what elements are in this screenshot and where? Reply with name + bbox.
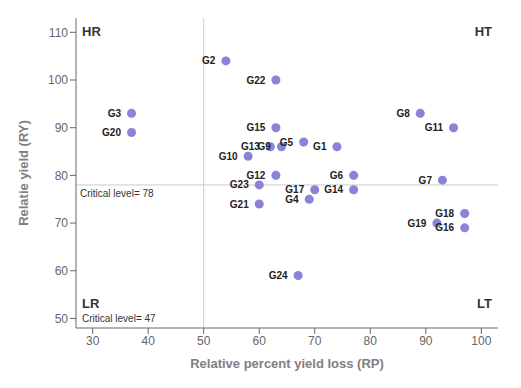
svg-text:G5: G5	[280, 137, 294, 148]
svg-text:Relative percent yield loss (R: Relative percent yield loss (RP)	[190, 356, 384, 371]
svg-text:90: 90	[55, 121, 69, 135]
svg-text:G3: G3	[108, 108, 122, 119]
svg-text:60: 60	[253, 334, 267, 348]
svg-text:G1: G1	[313, 141, 327, 152]
svg-text:30: 30	[86, 334, 100, 348]
svg-text:G12: G12	[246, 170, 265, 181]
svg-text:HR: HR	[82, 24, 101, 39]
svg-text:50: 50	[197, 334, 211, 348]
svg-text:100: 100	[48, 73, 68, 87]
svg-text:G18: G18	[435, 208, 454, 219]
svg-text:G17: G17	[285, 184, 304, 195]
svg-text:LT: LT	[477, 296, 492, 311]
svg-text:G19: G19	[408, 218, 427, 229]
svg-text:Relatie yield (RY): Relatie yield (RY)	[16, 120, 31, 226]
svg-text:90: 90	[419, 334, 433, 348]
svg-text:G2: G2	[202, 55, 216, 66]
svg-text:G11: G11	[425, 122, 444, 133]
svg-text:G4: G4	[285, 194, 299, 205]
svg-text:G15: G15	[246, 122, 265, 133]
svg-text:Critical level= 78: Critical level= 78	[80, 188, 154, 199]
svg-text:80: 80	[55, 169, 69, 183]
svg-text:70: 70	[308, 334, 322, 348]
svg-text:G13: G13	[241, 141, 260, 152]
svg-text:G14: G14	[324, 184, 343, 195]
svg-text:50: 50	[55, 312, 69, 326]
svg-text:100: 100	[471, 334, 491, 348]
svg-text:G10: G10	[219, 151, 238, 162]
svg-text:80: 80	[364, 334, 378, 348]
svg-text:110: 110	[49, 26, 68, 40]
svg-text:G7: G7	[419, 175, 433, 186]
svg-text:HT: HT	[475, 24, 492, 39]
svg-text:G23: G23	[230, 179, 249, 190]
svg-text:G6: G6	[330, 170, 344, 181]
svg-text:40: 40	[142, 334, 156, 348]
svg-text:G24: G24	[269, 270, 288, 281]
svg-text:70: 70	[55, 216, 69, 230]
svg-text:G8: G8	[396, 108, 410, 119]
svg-text:G21: G21	[230, 199, 249, 210]
svg-text:G20: G20	[102, 127, 121, 138]
svg-text:G16: G16	[435, 222, 454, 233]
svg-text:60: 60	[55, 264, 69, 278]
svg-text:LR: LR	[82, 296, 100, 311]
svg-text:G9: G9	[257, 141, 271, 153]
svg-text:Critical level= 47: Critical level= 47	[82, 313, 156, 324]
svg-text:G22: G22	[246, 75, 265, 86]
